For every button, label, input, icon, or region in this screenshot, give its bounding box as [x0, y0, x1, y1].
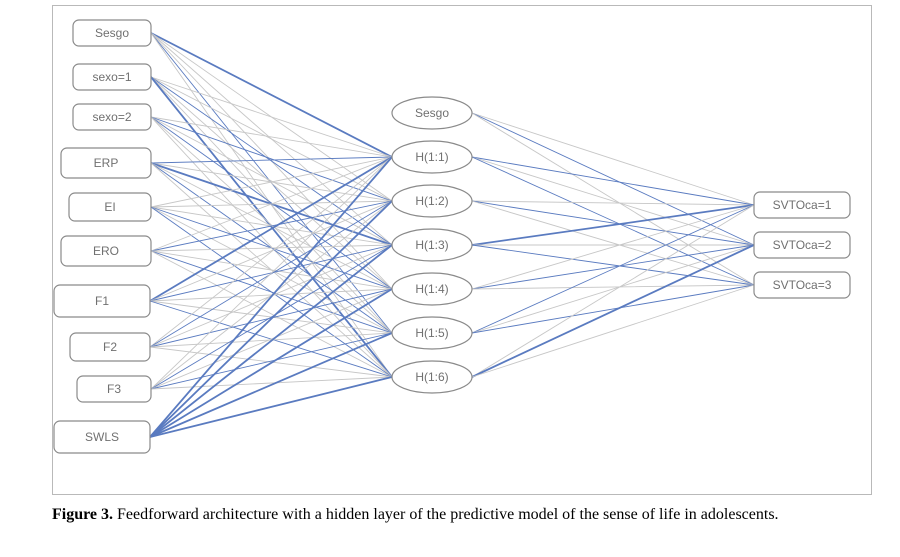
- edge: [151, 117, 392, 157]
- edge: [472, 113, 754, 285]
- caption-text: Feedforward architecture with a hidden l…: [113, 506, 779, 523]
- edge: [151, 289, 392, 389]
- network-diagram: Sesgo sexo=1 sexo=2 ERP EI ERO F1 F2 F3 SWLS Sesgo…: [52, 5, 872, 495]
- caption-label: Figure 3.: [52, 506, 113, 523]
- hidden-node-label: H(1:4): [415, 282, 448, 296]
- output-node-label: SVTOca=1: [773, 198, 832, 212]
- edge: [472, 157, 754, 245]
- edge: [151, 117, 392, 333]
- edge: [472, 205, 754, 289]
- input-node-label: F3: [107, 382, 121, 396]
- edge: [472, 113, 754, 205]
- edge: [472, 201, 754, 205]
- edge: [472, 285, 754, 333]
- edge: [151, 77, 392, 157]
- edge: [472, 201, 754, 285]
- edge: [151, 77, 392, 377]
- input-node-label: Sesgo: [95, 26, 129, 40]
- input-node-label: sexo=1: [92, 70, 131, 84]
- edge: [151, 157, 392, 163]
- input-node-label: ERP: [94, 156, 119, 170]
- output-node-label: SVTOca=2: [773, 238, 832, 252]
- input-node-label: SWLS: [85, 430, 119, 444]
- edge: [472, 285, 754, 289]
- edge: [151, 77, 392, 245]
- edge: [150, 377, 392, 437]
- edge: [150, 333, 392, 437]
- edge: [150, 157, 392, 437]
- hidden-node-label: Sesgo: [415, 106, 449, 120]
- input-node-label: sexo=2: [92, 110, 131, 124]
- hidden-node-label: H(1:2): [415, 194, 448, 208]
- edge: [151, 77, 392, 289]
- figure-container: Sesgo sexo=1 sexo=2 ERP EI ERO F1 F2 F3 SWLS Sesgo…: [0, 0, 900, 557]
- edge: [151, 377, 392, 389]
- edge: [472, 245, 754, 333]
- hidden-node-label: H(1:3): [415, 238, 448, 252]
- edge: [472, 205, 754, 377]
- edge: [472, 285, 754, 377]
- edge: [150, 289, 392, 437]
- input-node-label: ERO: [93, 244, 119, 258]
- output-node-label: SVTOca=3: [773, 278, 832, 292]
- input-node-label: F1: [95, 294, 109, 308]
- input-node-label: EI: [104, 200, 115, 214]
- edge: [472, 157, 754, 285]
- input-node-label: F2: [103, 340, 117, 354]
- edge: [151, 245, 392, 389]
- hidden-node-label: H(1:5): [415, 326, 448, 340]
- edge: [472, 245, 754, 289]
- edge: [472, 157, 754, 205]
- figure-caption: Figure 3. Feedforward architecture with …: [52, 504, 872, 526]
- edge: [151, 33, 392, 157]
- hidden-node-label: H(1:6): [415, 370, 448, 384]
- hidden-node-label: H(1:1): [415, 150, 448, 164]
